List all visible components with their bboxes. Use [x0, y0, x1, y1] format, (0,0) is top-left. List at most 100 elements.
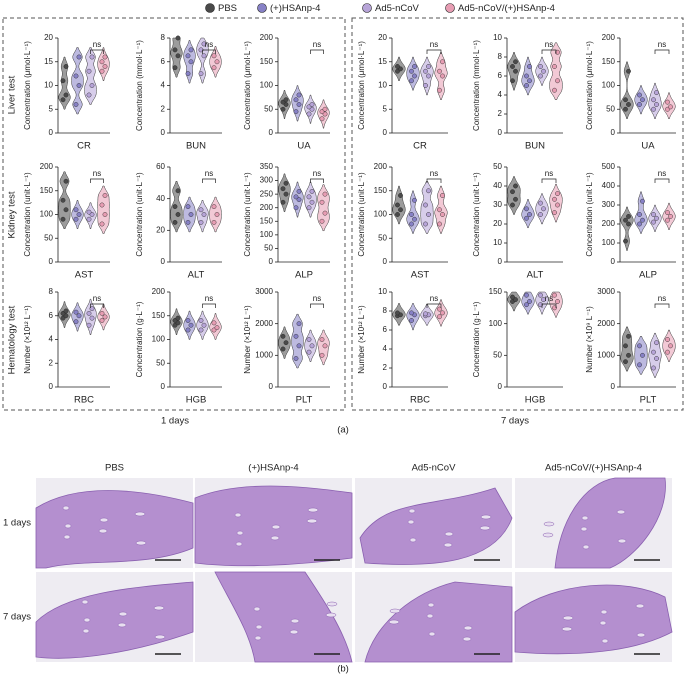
significance-bracket — [310, 178, 324, 183]
data-point — [510, 294, 515, 300]
data-point — [309, 189, 315, 194]
y-tick-label: 2000 — [597, 319, 615, 328]
data-point — [398, 193, 403, 198]
data-point — [665, 99, 670, 105]
data-point — [214, 212, 220, 217]
annotation: ns — [93, 40, 101, 49]
data-point — [623, 359, 628, 365]
data-point — [73, 216, 79, 222]
y-tick-label: 0 — [269, 128, 274, 137]
data-point — [409, 68, 414, 74]
y-tick-label: 3000 — [597, 287, 615, 296]
y-tick-label: 0 — [161, 382, 166, 391]
data-point — [296, 321, 302, 327]
data-point — [412, 197, 417, 203]
data-point — [437, 87, 442, 93]
data-point — [60, 97, 66, 103]
x-axis-label: AST — [75, 270, 94, 281]
data-point — [552, 292, 557, 298]
data-point — [412, 64, 417, 69]
y-tick-label: 100 — [260, 230, 274, 239]
row-label: Liver test — [7, 75, 18, 114]
y-tick-label: 100 — [489, 319, 503, 328]
y-axis-label: Number (×10⁹ L⁻¹) — [585, 306, 594, 373]
data-point — [409, 221, 414, 227]
data-point — [538, 292, 543, 298]
subfigure-label: (a) — [337, 425, 349, 436]
violin — [507, 176, 521, 215]
x-axis-label: CR — [77, 141, 91, 152]
x-axis-label: BUN — [186, 141, 206, 152]
data-point — [665, 210, 670, 216]
data-point — [412, 73, 417, 79]
significance-bracket — [541, 49, 557, 54]
histology: PBS (+)HSAnp-4 Ad5-nCoV Ad5-nCoV/(+)HSAnp-4… — [3, 463, 673, 663]
x-axis-label: BUN — [525, 141, 545, 152]
airway — [325, 612, 337, 618]
data-point — [437, 314, 442, 320]
y-tick-label: 100 — [260, 81, 274, 90]
data-point — [89, 83, 95, 88]
legend-swatch — [257, 3, 267, 13]
y-tick-label: 0 — [383, 128, 388, 137]
y-tick-label: 200 — [374, 162, 388, 171]
data-point — [626, 333, 631, 339]
y-tick-label: 20 — [378, 33, 387, 42]
y-axis-label: Concentration (μmol·L⁻¹) — [585, 41, 594, 130]
airway — [543, 521, 555, 527]
y-axis-label: Concentration (g·L⁻¹) — [472, 301, 481, 377]
y-tick-label: 10 — [493, 238, 502, 247]
data-point — [665, 217, 670, 223]
airway — [290, 618, 300, 624]
y-tick-label: 50 — [606, 104, 615, 113]
y-tick-label: 30 — [493, 200, 502, 209]
data-point — [86, 209, 92, 215]
y-axis-label: Concentration (mmol·L⁻¹) — [135, 40, 144, 131]
data-point — [555, 202, 560, 208]
violin — [406, 56, 420, 91]
data-point — [637, 221, 642, 227]
airway — [306, 518, 318, 524]
data-point — [99, 221, 105, 227]
y-axis-label: Concentration (unit·L⁻¹) — [243, 172, 252, 257]
group-label: 7 days — [501, 416, 529, 427]
data-point — [309, 343, 315, 349]
y-tick-label: 20 — [156, 225, 165, 234]
annotation: ns — [658, 169, 666, 178]
y-tick-label: 2000 — [255, 319, 273, 328]
airway — [389, 608, 401, 614]
data-point — [293, 356, 299, 361]
airway — [407, 519, 415, 525]
x-axis-label: RBC — [410, 395, 430, 406]
y-tick-label: 5 — [49, 104, 54, 113]
data-point — [440, 59, 445, 65]
data-point — [538, 73, 543, 79]
airway — [289, 629, 299, 635]
tissue — [554, 477, 666, 569]
significance-bracket — [90, 303, 104, 308]
airway — [234, 512, 242, 518]
violin — [406, 190, 420, 234]
airway — [428, 631, 436, 637]
airway — [617, 538, 627, 544]
data-point — [637, 362, 642, 368]
data-point — [76, 212, 82, 217]
row-label: 1 days — [3, 518, 31, 529]
data-point — [319, 218, 325, 224]
data-point — [524, 206, 529, 212]
data-point — [513, 59, 518, 65]
legend-swatch — [362, 3, 372, 13]
data-point — [309, 199, 315, 205]
y-tick-label: 200 — [152, 287, 166, 296]
data-point — [640, 97, 645, 103]
y-axis-label: Number (×10¹² L⁻¹) — [23, 305, 32, 374]
data-point — [538, 212, 543, 217]
y-tick-label: 60 — [156, 162, 165, 171]
airway — [236, 530, 244, 536]
data-point — [555, 78, 560, 84]
y-tick-label: 0 — [611, 128, 616, 137]
data-point — [201, 53, 207, 59]
data-point — [409, 318, 414, 323]
annotation: ns — [313, 169, 321, 178]
airway — [462, 636, 472, 642]
